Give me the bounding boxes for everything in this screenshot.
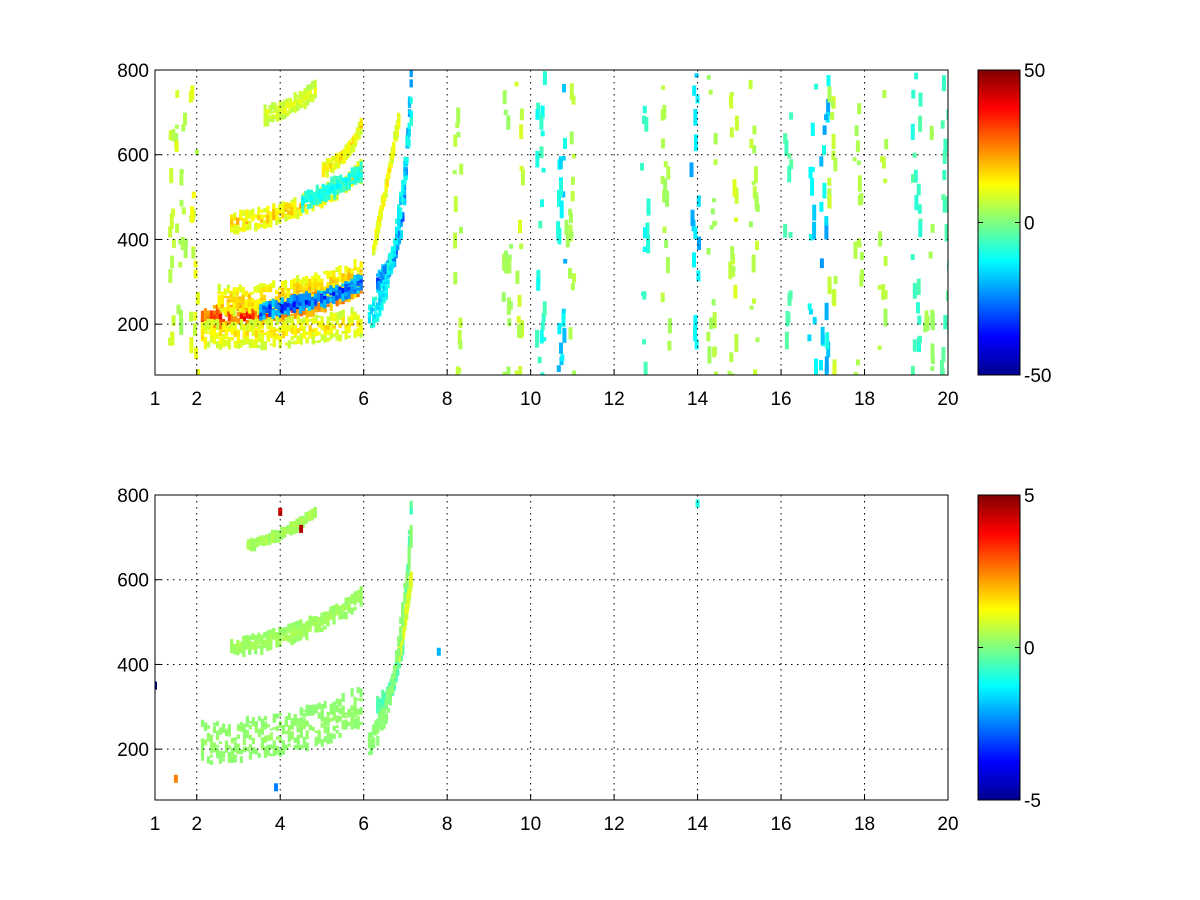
bottom-point-1 [173,774,178,783]
bottom-y-tick-label: 400 [117,655,149,676]
bottom-x-tick-label: 6 [358,814,369,835]
top-streak-13 [706,75,718,375]
top-band-6 [301,161,363,213]
top-colorbar: -50 0 50 [977,61,1051,387]
top-streak-21 [877,90,889,350]
bottom-band-1 [200,687,363,765]
top-x-tick-label: 8 [442,389,453,410]
bottom-colorbar-tick-label: -5 [1024,791,1041,812]
top-band-10 [372,112,401,256]
top-streak-23 [923,125,935,371]
top-streak-20 [852,103,865,375]
bottom-point-5 [436,647,441,656]
top-band-8 [263,79,317,127]
top-x-tick-label: 16 [770,389,791,410]
top-x-tick-label: 18 [854,389,875,410]
top-x-tick-label: 6 [358,389,369,410]
top-streak-10 [640,105,651,375]
bottom-point-6 [695,499,700,508]
top-y-tick-label: 600 [117,146,149,167]
bottom-point-4 [274,783,279,792]
bottom-y-tick-label: 200 [117,740,149,761]
top-colorbar-tick-label: 50 [1024,61,1045,82]
bottom-x-tick-label: 10 [520,814,541,835]
top-streak-1 [168,90,180,346]
top-x-tick-label: 1 [150,389,161,410]
bottom-band-6 [367,525,413,756]
top-streak-2 [176,112,188,335]
top-streak-24 [940,75,948,375]
bottom-x-tick-label: 8 [442,814,453,835]
bottom-x-tick-label: 20 [937,814,958,835]
top-streak-19 [827,86,838,375]
bottom-x-tick-label: 16 [770,814,791,835]
bottom-colorbar-tick-label: 0 [1024,639,1035,660]
top-y-tick-label: 200 [117,315,149,336]
top-streak-7 [535,71,547,375]
top-band-11 [367,97,413,329]
top-band-3 [259,274,363,321]
top-colorbar-tick-label: 0 [1024,214,1035,235]
top-band-9 [376,70,413,293]
top-streak-14 [727,92,739,375]
top-streak-3 [188,85,200,375]
top-streak-8 [556,84,568,372]
top-x-tick-label: 4 [275,389,286,410]
bottom-colorbar-tick-label: 5 [1024,486,1035,507]
top-band-4 [200,307,363,351]
top-streak-22 [910,72,923,375]
bottom-x-tick-label: 14 [687,814,709,835]
bottom-y-tick-label: 800 [117,486,149,507]
top-x-tick-label: 12 [604,389,625,410]
top-y-tick-label: 800 [117,61,149,82]
top-x-tick-label: 14 [687,389,709,410]
top-streak-12 [689,73,701,350]
bottom-x-tick-label: 2 [191,814,202,835]
bottom-colorbar: -5 0 5 [977,486,1041,812]
top-y-tick-label: 400 [117,230,149,251]
bottom-band-2 [230,586,363,658]
bottom-point-7 [155,681,157,690]
bottom-point-2 [299,524,304,533]
top-streak-4 [452,107,464,375]
bottom-y-tick-label: 600 [117,571,149,592]
top-streak-11 [660,85,672,351]
top-band-7 [321,118,363,178]
top-streak-15 [748,79,760,375]
bottom-x-tick-label: 1 [150,814,161,835]
bottom-x-tick-label: 4 [275,814,286,835]
top-x-tick-label: 20 [937,389,958,410]
bottom-point-3 [278,507,283,516]
top-x-tick-label: 10 [520,389,541,410]
top-x-tick-label: 2 [191,389,202,410]
top-streak-17 [807,83,819,375]
top-streak-18 [819,75,831,375]
top-streak-5 [501,90,514,375]
top-streak-6 [514,81,525,375]
top-band-5 [230,159,363,235]
bottom-x-tick-label: 18 [854,814,875,835]
top-streak-16 [783,112,794,350]
top-streak-9 [564,83,577,375]
bottom-x-tick-label: 12 [604,814,625,835]
top-colorbar-tick-label: -50 [1024,366,1051,387]
